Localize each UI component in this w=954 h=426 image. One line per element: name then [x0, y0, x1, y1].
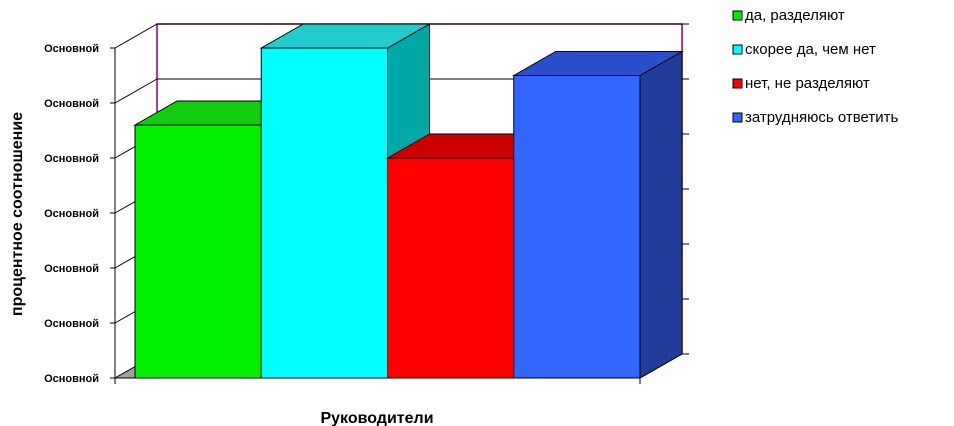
side-gridline — [114, 23, 158, 49]
legend-item: затрудняюсь ответить — [732, 109, 898, 126]
side-gridline — [114, 78, 158, 104]
y-tick-label: Основной — [44, 43, 99, 55]
bar-4 — [511, 50, 684, 379]
y-tick-label: Основной — [44, 318, 99, 330]
legend-label: нет, не разделяют — [745, 75, 870, 92]
x-axis-title: Руководители — [320, 410, 433, 426]
y-axis-title: процентное соотношение — [9, 112, 26, 316]
legend-swatch — [732, 112, 743, 123]
legend: да, разделяют скорее да, чем нет нет, не р… — [732, 7, 898, 126]
legend-swatch — [732, 10, 743, 21]
legend-label: да, разделяют — [745, 7, 845, 24]
legend-label: скорее да, чем нет — [745, 41, 876, 58]
bar-front-face — [260, 47, 388, 379]
y-tick-label: Основной — [44, 263, 99, 275]
legend-item: скорее да, чем нет — [732, 41, 876, 58]
legend-swatch — [732, 44, 743, 55]
bar-front-face — [387, 157, 515, 379]
bar-front-face — [513, 75, 641, 379]
axes — [110, 47, 641, 384]
bar-side-face — [639, 50, 683, 379]
legend-item: да, разделяют — [732, 7, 845, 24]
bars — [133, 23, 684, 379]
legend-item: нет, не разделяют — [732, 75, 870, 92]
y-tick-label: Основной — [44, 153, 99, 165]
legend-swatch — [732, 78, 743, 89]
y-tick-label: Основной — [44, 98, 99, 110]
legend-label: затрудняюсь ответить — [745, 109, 898, 126]
y-tick-label: Основной — [44, 373, 99, 385]
bar-front-face — [134, 124, 262, 379]
y-tick-labels: Основной Основной Основной Основной Основной… — [44, 43, 99, 385]
y-tick-label: Основной — [44, 208, 99, 220]
